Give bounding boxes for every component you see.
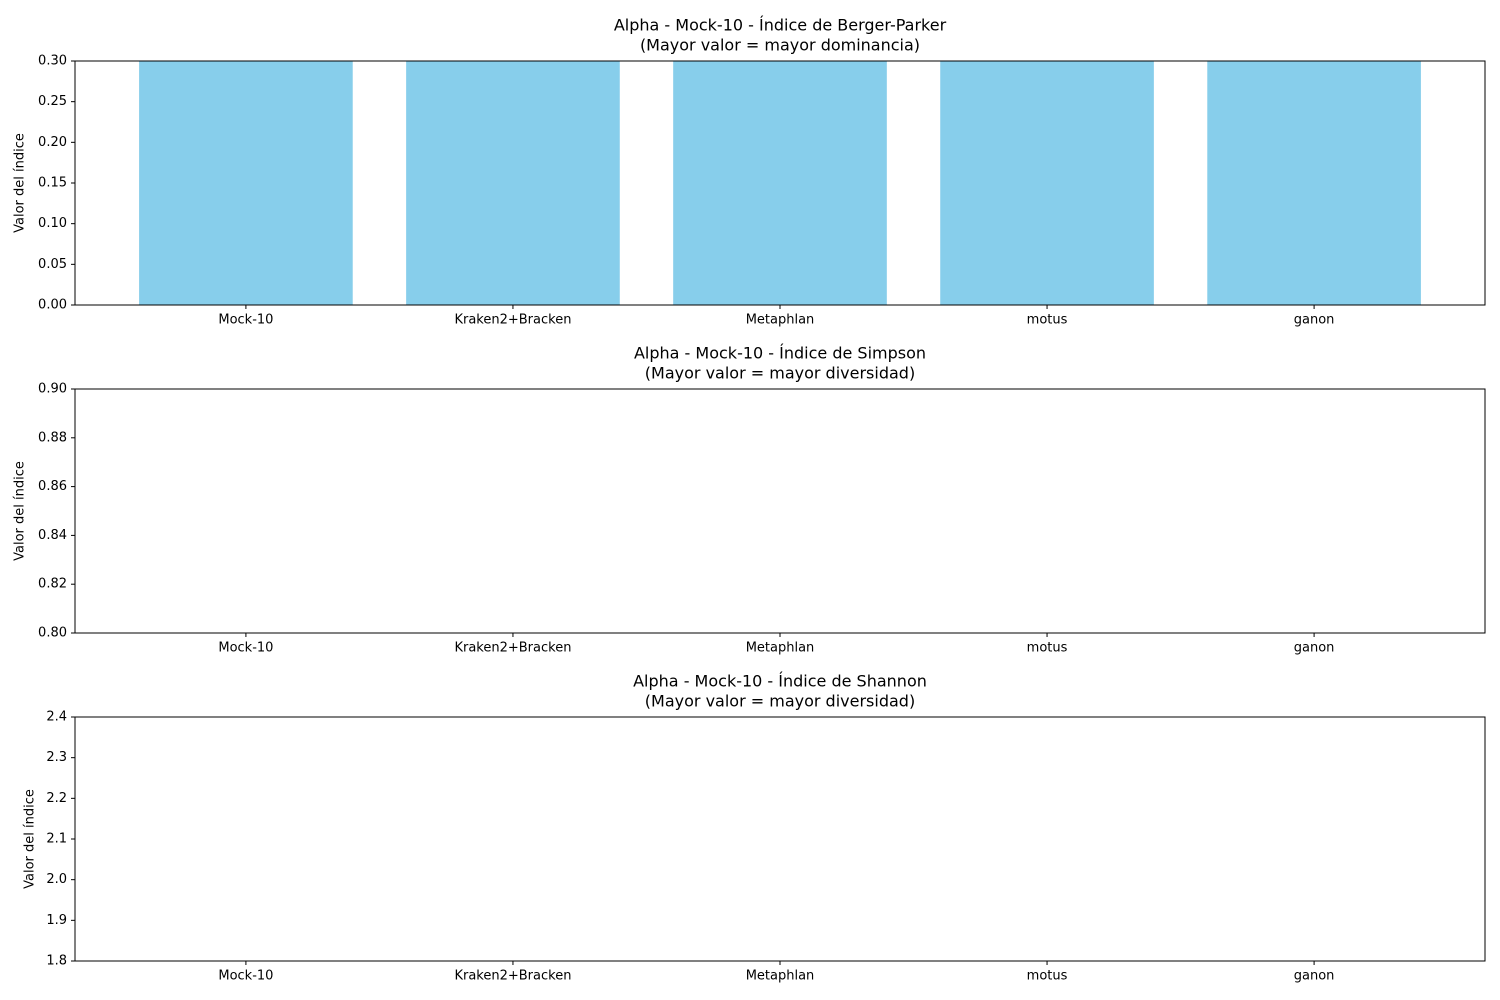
x-tick-label: Mock-10 bbox=[218, 641, 273, 656]
y-tick-label: 0.84 bbox=[38, 528, 67, 543]
y-tick-label: 0.15 bbox=[38, 176, 67, 191]
y-tick-label: 0.90 bbox=[38, 382, 67, 397]
plot-area bbox=[139, 61, 1421, 305]
x-tick-label: motus bbox=[1027, 313, 1068, 328]
x-tick-label: ganon bbox=[1294, 969, 1335, 984]
y-tick-label: 2.0 bbox=[46, 872, 67, 887]
y-tick-label: 0.20 bbox=[38, 135, 67, 150]
chart-subtitle: (Mayor valor = mayor diversidad) bbox=[645, 692, 915, 711]
chart-title: Alpha - Mock-10 - Índice de Berger-Parke… bbox=[614, 16, 947, 35]
x-tick-label: Mock-10 bbox=[218, 313, 273, 328]
y-tick-label: 0.86 bbox=[38, 479, 67, 494]
chart-title: Alpha - Mock-10 - Índice de Shannon bbox=[633, 672, 927, 691]
chart-title: Alpha - Mock-10 - Índice de Simpson bbox=[634, 344, 926, 363]
bar bbox=[1207, 61, 1421, 305]
y-tick-label: 2.3 bbox=[46, 750, 67, 765]
y-tick-label: 2.1 bbox=[46, 832, 67, 847]
y-tick-label: 0.05 bbox=[38, 257, 67, 272]
chart-subtitle: (Mayor valor = mayor dominancia) bbox=[640, 36, 920, 55]
y-axis-label: Valor del índice bbox=[13, 133, 28, 233]
x-tick-label: Metaphlan bbox=[746, 969, 815, 984]
x-tick-label: motus bbox=[1027, 641, 1068, 656]
bar bbox=[139, 61, 353, 305]
x-tick-label: Metaphlan bbox=[746, 641, 815, 656]
chart-subtitle: (Mayor valor = mayor diversidad) bbox=[645, 364, 915, 383]
axes-frame bbox=[74, 60, 1486, 306]
y-tick-label: 2.4 bbox=[46, 710, 67, 725]
y-tick-label: 1.8 bbox=[46, 954, 67, 969]
x-tick-label: ganon bbox=[1294, 313, 1335, 328]
x-tick-label: Mock-10 bbox=[218, 969, 273, 984]
y-tick-label: 0.00 bbox=[38, 298, 67, 313]
y-tick-label: 0.82 bbox=[38, 577, 67, 592]
y-tick-label: 0.88 bbox=[38, 430, 67, 445]
y-tick-label: 0.80 bbox=[38, 626, 67, 641]
x-tick-label: Metaphlan bbox=[746, 313, 815, 328]
x-tick-label: Kraken2+Bracken bbox=[454, 641, 571, 656]
x-tick-label: ganon bbox=[1294, 641, 1335, 656]
x-tick-label: Kraken2+Bracken bbox=[454, 969, 571, 984]
bar bbox=[406, 61, 620, 305]
bar bbox=[673, 61, 887, 305]
axes-frame bbox=[74, 716, 1486, 962]
bar bbox=[940, 61, 1154, 305]
y-tick-label: 1.9 bbox=[46, 913, 67, 928]
y-tick-label: 0.10 bbox=[38, 216, 67, 231]
x-tick-label: motus bbox=[1027, 969, 1068, 984]
y-axis-label: Valor del índice bbox=[13, 461, 28, 561]
y-tick-label: 2.2 bbox=[46, 791, 67, 806]
x-tick-label: Kraken2+Bracken bbox=[454, 313, 571, 328]
axes-frame bbox=[74, 388, 1486, 634]
y-axis-label: Valor del índice bbox=[23, 789, 38, 889]
y-tick-label: 0.30 bbox=[38, 54, 67, 69]
y-tick-label: 0.25 bbox=[38, 94, 67, 109]
